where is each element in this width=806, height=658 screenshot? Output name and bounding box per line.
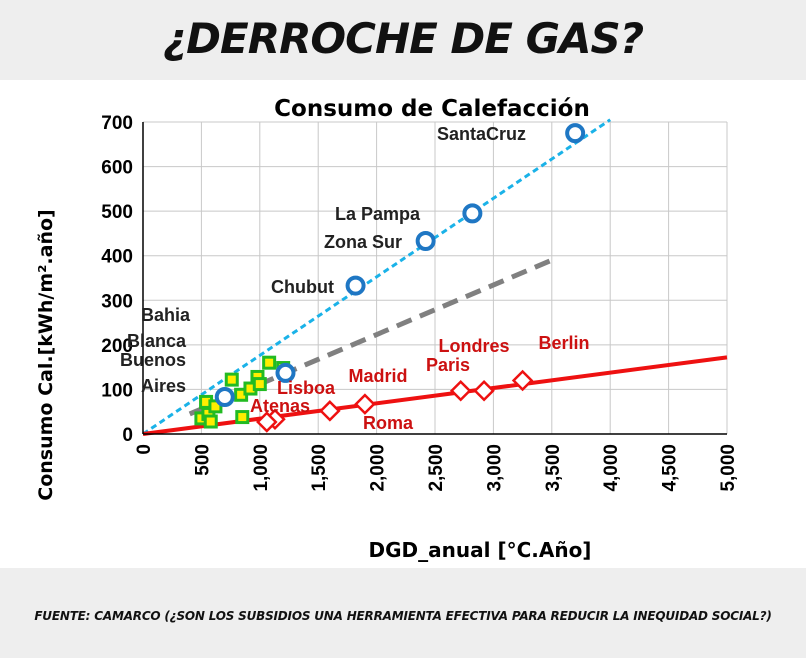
green-square-point bbox=[252, 377, 267, 392]
chart-title: Consumo de Calefacción bbox=[274, 96, 590, 122]
gridlines bbox=[142, 121, 728, 435]
x-tick-label: 500 bbox=[192, 444, 213, 476]
red-point-label: Lisboa bbox=[277, 378, 336, 398]
red-diamond-point bbox=[473, 379, 495, 402]
blue-point-label: Blanca bbox=[127, 331, 187, 351]
source-note: FUENTE: CAMARCO (¿SON LOS SUBSIDIOS UNA … bbox=[34, 609, 772, 623]
scatter-chart: 0 500 1,000 1,500 2,000 2,500 3,000 3,500 4,000 4… bbox=[35, 96, 739, 562]
red-diamond-point bbox=[354, 393, 376, 415]
red-point-label: Roma bbox=[363, 413, 414, 433]
red-point-label: Madrid bbox=[348, 366, 407, 386]
x-tick-label: 4,500 bbox=[660, 444, 681, 492]
red-diamond-point bbox=[511, 369, 534, 392]
y-tick-label: 200 bbox=[101, 336, 133, 357]
y-tick-label: 600 bbox=[101, 158, 133, 179]
blue-circle-point bbox=[565, 123, 586, 144]
green-square-point bbox=[224, 372, 239, 387]
x-tick-label: 0 bbox=[134, 444, 155, 455]
red-point-label: Paris bbox=[426, 355, 470, 375]
data-points bbox=[194, 123, 586, 433]
cyan-trend-line bbox=[142, 118, 612, 436]
blue-circle-point bbox=[415, 231, 436, 252]
red-point-label: Berlin bbox=[538, 333, 589, 353]
blue-point-label: Aires bbox=[141, 376, 186, 396]
y-tick-label: 300 bbox=[101, 291, 133, 312]
page-title: ¿DERROCHE DE GAS? bbox=[162, 14, 644, 63]
green-square-point bbox=[208, 399, 223, 414]
x-tick-label: 4,000 bbox=[601, 444, 622, 492]
x-tick-label: 3,000 bbox=[484, 444, 505, 492]
y-tick-label: 0 bbox=[122, 425, 133, 446]
y-tick-label: 100 bbox=[101, 380, 133, 401]
red-diamond-point bbox=[256, 411, 278, 433]
footer-band: FUENTE: CAMARCO (¿SON LOS SUBSIDIOS UNA … bbox=[0, 568, 806, 658]
blue-circle-point bbox=[214, 387, 235, 408]
blue-point-label: La Pampa bbox=[335, 204, 421, 224]
x-tick-label: 2,500 bbox=[426, 444, 447, 492]
red-diamond-point bbox=[449, 379, 472, 402]
y-tick-label: 400 bbox=[101, 247, 133, 268]
x-tick-label: 1,500 bbox=[309, 444, 330, 492]
x-tick-label: 2,000 bbox=[368, 444, 389, 492]
header-band: ¿DERROCHE DE GAS? bbox=[0, 0, 806, 80]
blue-point-label: SantaCruz bbox=[437, 124, 526, 144]
x-tick-label: 5,000 bbox=[718, 444, 739, 492]
blue-point-label: Buenos bbox=[120, 350, 186, 370]
point-labels: SantaCruz La Pampa Zona Sur Chubut Bahia Blan… bbox=[120, 124, 590, 433]
x-axis-label: DGD_anual [°C.Año] bbox=[369, 538, 592, 562]
blue-circle-point bbox=[275, 362, 296, 383]
tick-labels: 0 500 1,000 1,500 2,000 2,500 3,000 3,500 4,000 4… bbox=[101, 113, 739, 492]
y-axis-label: Consumo Cal.[kWh/m².año] bbox=[35, 209, 57, 501]
axes bbox=[142, 122, 727, 435]
blue-circle-point bbox=[345, 275, 366, 296]
green-square-point bbox=[235, 410, 250, 425]
y-tick-label: 500 bbox=[101, 202, 133, 223]
x-tick-label: 3,500 bbox=[543, 444, 564, 492]
green-square-point bbox=[262, 355, 277, 370]
blue-point-label: Chubut bbox=[271, 277, 334, 297]
blue-point-label: Bahia bbox=[141, 305, 191, 325]
y-tick-label: 700 bbox=[101, 113, 133, 134]
green-square-point bbox=[203, 414, 218, 429]
red-point-label: Londres bbox=[438, 336, 509, 356]
blue-circle-point bbox=[462, 203, 483, 224]
red-diamond-point bbox=[319, 400, 341, 422]
red-point-label: Atenas bbox=[250, 396, 310, 416]
x-tick-label: 1,000 bbox=[251, 444, 272, 492]
blue-point-label: Zona Sur bbox=[324, 232, 402, 252]
